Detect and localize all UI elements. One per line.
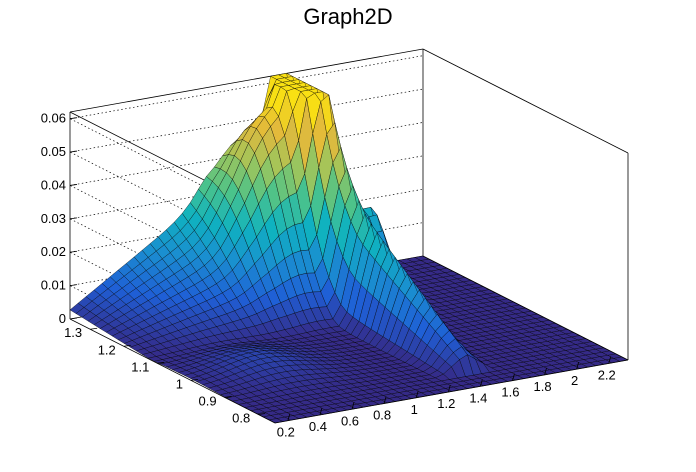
x-tick bbox=[544, 367, 547, 376]
x-tick-label: 1 bbox=[411, 402, 418, 417]
x-tick bbox=[383, 396, 387, 404]
axis-tick-labels: 0 0.01 0.02 0.03 0.04 0.05 0.06 0.2 0.4 0.6 0.8 1 1.… bbox=[41, 111, 616, 440]
x-tick bbox=[351, 402, 355, 410]
y-tick bbox=[157, 361, 165, 364]
x-tick-label: 0.6 bbox=[341, 413, 359, 428]
x-tick-label: 1.2 bbox=[437, 396, 455, 411]
y-tick-label: 0.9 bbox=[199, 393, 217, 408]
front-bottom-edge bbox=[274, 359, 629, 424]
y-tick bbox=[90, 327, 98, 330]
y-tick-label: 1.3 bbox=[64, 325, 82, 340]
x-tick bbox=[447, 384, 451, 393]
x-tick-label: 1.8 bbox=[534, 379, 552, 394]
surface-mesh bbox=[69, 72, 629, 424]
left-bottom-edge bbox=[69, 318, 276, 424]
z-tick-label: 0.04 bbox=[41, 177, 66, 192]
x-tick-label: 2.2 bbox=[598, 367, 616, 382]
axis-ticks bbox=[69, 117, 612, 421]
x-tick bbox=[287, 413, 291, 421]
x-tick-label: 1.6 bbox=[501, 385, 519, 400]
y-tick bbox=[190, 378, 199, 381]
x-tick-label: 0.2 bbox=[277, 425, 295, 440]
z-tick bbox=[69, 217, 78, 220]
z-tick-label: 0.02 bbox=[41, 244, 66, 259]
x-tick bbox=[479, 379, 483, 387]
z-tick bbox=[69, 284, 78, 287]
right-top-edge bbox=[422, 48, 629, 154]
right-bottom-edge bbox=[422, 255, 629, 361]
x-tick bbox=[512, 373, 515, 381]
z-tick-label: 0.03 bbox=[41, 211, 66, 226]
x-tick-label: 2 bbox=[571, 373, 578, 388]
x-tick bbox=[576, 362, 580, 370]
y-tick-label: 1 bbox=[176, 376, 183, 391]
x-tick-label: 0.8 bbox=[373, 408, 391, 423]
x-tick-label: 1.4 bbox=[469, 390, 487, 405]
y-tick-label: 1.1 bbox=[131, 359, 149, 374]
z-tick-label: 0.06 bbox=[41, 111, 66, 126]
axis-box-front bbox=[69, 255, 629, 424]
z-tick bbox=[69, 117, 78, 120]
z-tick-label: 0.01 bbox=[41, 278, 66, 293]
z-tick-label: 0.05 bbox=[41, 144, 66, 159]
z-tick bbox=[69, 184, 78, 186]
x-tick bbox=[608, 356, 612, 364]
x-tick bbox=[415, 390, 419, 398]
y-tick-label: 1.2 bbox=[98, 342, 116, 357]
z-gridline-back bbox=[69, 55, 424, 120]
y-tick bbox=[224, 396, 232, 398]
z-tick-label: 0 bbox=[59, 311, 66, 326]
y-tick-label: 0.8 bbox=[232, 410, 250, 425]
back-top-edge bbox=[69, 48, 424, 113]
chart-title: Graph2D bbox=[303, 4, 393, 29]
y-tick bbox=[123, 344, 131, 347]
z-tick bbox=[69, 150, 78, 153]
z-tick bbox=[69, 250, 78, 253]
y-tick bbox=[258, 413, 266, 415]
x-tick bbox=[319, 407, 323, 416]
x-tick-label: 0.4 bbox=[309, 419, 327, 434]
z-tick bbox=[69, 317, 78, 320]
